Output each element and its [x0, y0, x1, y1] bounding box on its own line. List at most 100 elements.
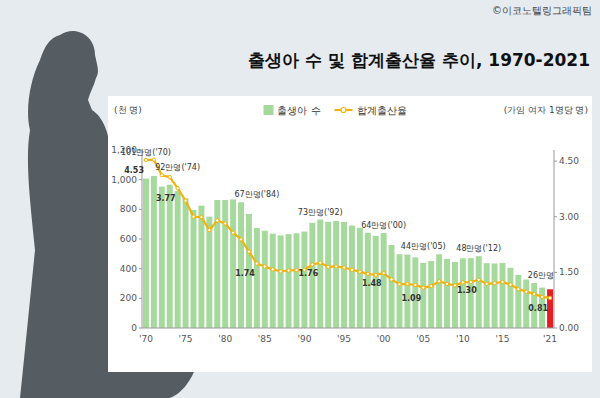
bar	[230, 199, 236, 328]
bar-data-label: 44만명('05)	[401, 242, 446, 251]
bar	[492, 263, 498, 328]
legend-label: 출생아 수	[277, 105, 320, 116]
y2-tick	[554, 328, 557, 329]
line-marker	[493, 281, 496, 284]
bar	[175, 191, 181, 328]
y2-tick-label: 0.00	[559, 323, 579, 333]
y2-tick	[554, 216, 557, 217]
legend-marker	[341, 108, 346, 113]
line-marker	[287, 269, 290, 272]
source: ©이코노텔링그래픽팀	[492, 5, 592, 16]
bar	[238, 202, 244, 328]
line-marker	[144, 158, 147, 161]
bar-data-label: 26만명	[528, 271, 554, 280]
line-marker	[461, 281, 464, 284]
y-tick	[139, 239, 142, 240]
line-marker	[548, 296, 551, 299]
bar	[444, 259, 450, 328]
y-tick-label: 600	[120, 234, 137, 244]
chart-panel	[108, 96, 592, 372]
x-tick-label: '85	[258, 334, 272, 344]
bar-data-label: 73만명('92)	[298, 208, 343, 217]
line-marker	[382, 271, 385, 274]
y-tick	[139, 179, 142, 180]
line-marker	[208, 228, 211, 231]
y-tick	[139, 268, 142, 269]
line-data-label: 1.48	[362, 279, 382, 288]
bar	[507, 268, 513, 328]
x-tick-label: '95	[337, 334, 351, 344]
line-data-label: 1.76	[299, 269, 319, 278]
line-marker	[319, 261, 322, 264]
line-marker	[374, 273, 377, 276]
y2-axis-label: (가임 여자 1명당 명)	[504, 105, 588, 115]
line-marker	[168, 175, 171, 178]
line-marker	[184, 199, 187, 202]
line-marker	[200, 215, 203, 218]
bar	[404, 255, 410, 328]
line-marker	[334, 265, 337, 268]
bar	[357, 228, 363, 328]
line-marker	[311, 263, 314, 266]
x-tick-label: '00	[377, 334, 391, 344]
plot-marks	[143, 158, 553, 328]
line-data-label: 0.81	[528, 304, 548, 313]
bar	[183, 198, 189, 328]
bar	[428, 261, 434, 328]
line-marker	[414, 283, 417, 286]
bar	[167, 185, 173, 328]
legend-swatch	[263, 105, 273, 115]
line-marker	[271, 268, 274, 271]
bar	[222, 200, 228, 328]
line-marker	[326, 265, 329, 268]
line-marker	[239, 238, 242, 241]
line-marker	[485, 282, 488, 285]
y-tick-label: 1,000	[111, 175, 137, 185]
x-tick-label: '80	[218, 334, 232, 344]
y-tick-label: 400	[120, 264, 137, 274]
x-axis	[142, 328, 554, 329]
line-marker	[398, 283, 401, 286]
bar	[294, 233, 300, 328]
line-marker	[247, 250, 250, 253]
bar	[341, 222, 347, 328]
line-marker	[469, 280, 472, 283]
line-data-label: 1.09	[402, 294, 422, 303]
bar	[325, 222, 331, 328]
bar	[206, 217, 212, 328]
bar	[301, 232, 307, 328]
line-marker	[366, 272, 369, 275]
y2-tick-label: 3.00	[559, 212, 579, 222]
line-marker	[255, 262, 258, 265]
y-tick-label: 0	[131, 323, 137, 333]
line-marker	[445, 282, 448, 285]
x-tick-label: '05	[416, 334, 430, 344]
x-tick-label: '10	[456, 334, 470, 344]
background	[0, 0, 600, 398]
bar	[436, 254, 442, 328]
y-tick-label: 800	[120, 204, 137, 214]
line-data-label: 1.30	[457, 286, 477, 295]
y2-tick-label: 1.50	[559, 267, 579, 277]
line-marker	[509, 283, 512, 286]
line-marker	[429, 284, 432, 287]
line-data-label: 1.74	[235, 269, 255, 278]
bar	[270, 234, 276, 328]
line-marker	[501, 280, 504, 283]
line-marker	[350, 268, 353, 271]
x-tick-label: '70	[139, 334, 153, 344]
bar	[349, 226, 355, 328]
line-marker	[216, 219, 219, 222]
bar	[214, 200, 220, 328]
bar	[389, 245, 395, 328]
y-axis-label: (천 명)	[114, 105, 142, 115]
title: 출생아 수 및 합계출산율 추이, 1970-2021	[248, 50, 590, 70]
x-tick-label: '75	[179, 334, 193, 344]
bar-data-label: 92만명('74)	[155, 163, 200, 172]
bar	[191, 210, 197, 328]
bar	[515, 275, 521, 328]
line-marker	[231, 231, 234, 234]
bar	[452, 262, 458, 328]
y2-tick	[554, 161, 557, 162]
line-marker	[342, 266, 345, 269]
